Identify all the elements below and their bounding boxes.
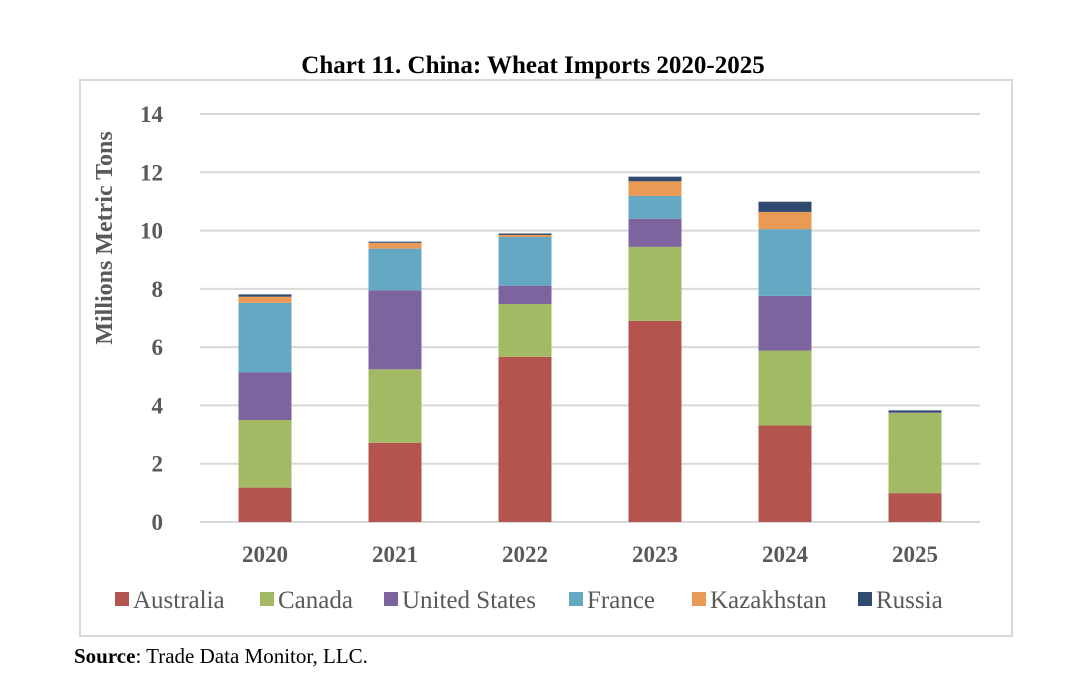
- y-tick-label: 0: [152, 510, 164, 535]
- bar-segment-russia-2022: [498, 233, 552, 235]
- bar-segment-russia-2021: [368, 241, 422, 243]
- y-tick-label: 14: [140, 102, 164, 127]
- legend-label: France: [587, 587, 655, 614]
- bar-segment-united-states-2022: [498, 285, 552, 305]
- bar-segment-canada-2024: [758, 350, 812, 426]
- bar-segment-united-states-2023: [628, 218, 682, 247]
- y-axis-label: Millions Metric Tons: [92, 131, 118, 344]
- legend-label: Australia: [133, 587, 225, 614]
- bar-segment-france-2024: [758, 229, 812, 296]
- legend-swatch: [692, 592, 706, 606]
- x-tick-label: 2021: [372, 542, 418, 567]
- bar-segment-russia-2025: [888, 410, 942, 413]
- bar-segment-australia-2021: [368, 442, 422, 522]
- legend-swatch: [569, 592, 583, 606]
- legend-label: United States: [402, 587, 536, 614]
- chart-frame: [79, 79, 1013, 637]
- bar-segment-canada-2023: [628, 246, 682, 321]
- bar-segment-canada-2020: [238, 420, 292, 488]
- bar-segment-kazakhstan-2020: [238, 296, 292, 303]
- bar-segment-australia-2023: [628, 320, 682, 522]
- bar-segment-united-states-2024: [758, 295, 812, 351]
- bar-segment-canada-2021: [368, 369, 422, 443]
- bar-segment-france-2021: [368, 248, 422, 291]
- legend-item: France: [569, 587, 655, 614]
- bar-segment-kazakhstan-2021: [368, 242, 422, 249]
- bar-segment-kazakhstan-2024: [758, 211, 812, 230]
- legend-label: Canada: [278, 587, 353, 614]
- legend-swatch: [384, 592, 398, 606]
- bar-segment-kazakhstan-2023: [628, 181, 682, 196]
- x-tick-label: 2025: [892, 542, 938, 567]
- bar-segment-russia-2023: [628, 176, 682, 182]
- legend-item: Canada: [260, 587, 353, 614]
- x-tick-label: 2023: [632, 542, 678, 567]
- bar-segment-france-2020: [238, 302, 292, 373]
- x-tick-label: 2022: [502, 542, 548, 567]
- bar-segment-france-2022: [498, 236, 552, 286]
- chart-title: Chart 11. China: Wheat Imports 2020-2025: [301, 52, 764, 79]
- source-label: Source: [74, 644, 136, 668]
- bar-segment-canada-2022: [498, 304, 552, 357]
- bar-segment-united-states-2025: [888, 412, 942, 414]
- y-tick-label: 8: [152, 277, 164, 302]
- bar-segment-australia-2020: [238, 487, 292, 522]
- legend-swatch: [260, 592, 274, 606]
- y-tick-label: 4: [152, 393, 164, 418]
- y-tick-label: 12: [140, 160, 163, 185]
- bar-segment-united-states-2020: [238, 372, 292, 420]
- bar-segment-kazakhstan-2022: [498, 234, 552, 237]
- y-tick-label: 10: [140, 219, 163, 244]
- legend-label: Russia: [876, 587, 943, 614]
- x-tick-label: 2020: [242, 542, 288, 567]
- y-tick-label: 6: [152, 335, 164, 360]
- legend-swatch: [115, 592, 129, 606]
- bar-segment-australia-2022: [498, 356, 552, 522]
- source-text: : Trade Data Monitor, LLC.: [135, 644, 368, 668]
- bar-segment-australia-2025: [888, 493, 942, 522]
- source-note: Source: Trade Data Monitor, LLC.: [74, 644, 368, 669]
- bar-segment-united-states-2021: [368, 290, 422, 370]
- bar-segment-canada-2025: [888, 413, 942, 494]
- legend-item: Kazakhstan: [692, 587, 827, 614]
- legend-label: Kazakhstan: [710, 587, 827, 614]
- legend-item: Russia: [858, 587, 943, 614]
- bar-segment-france-2023: [628, 195, 682, 219]
- legend-item: Australia: [115, 587, 225, 614]
- legend-swatch: [858, 592, 872, 606]
- y-tick-label: 2: [152, 452, 164, 477]
- x-tick-label: 2024: [762, 542, 809, 567]
- bar-segment-russia-2020: [238, 294, 292, 297]
- legend-item: United States: [384, 587, 536, 614]
- bar-segment-russia-2024: [758, 201, 812, 212]
- bar-segment-australia-2024: [758, 425, 812, 522]
